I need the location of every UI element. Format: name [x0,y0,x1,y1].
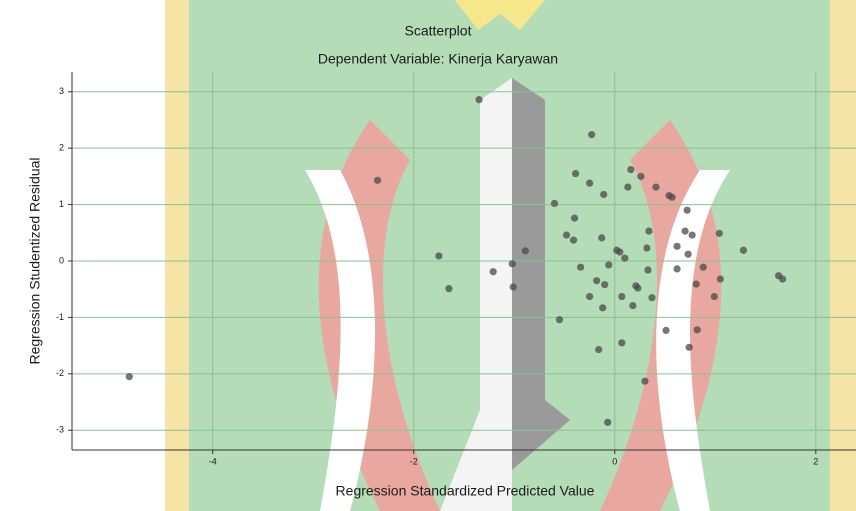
point [588,131,595,138]
point [689,231,696,238]
point [779,275,786,282]
y-tick-label: -2 [56,368,64,378]
point [643,244,650,251]
y-tick-label: 3 [59,86,64,96]
point [577,264,584,271]
watermark-stripe [165,0,189,511]
y-tick-label: 0 [59,255,64,265]
point [475,96,482,103]
point [616,248,623,255]
point [694,326,701,333]
point [445,285,452,292]
point [740,247,747,254]
point [598,234,605,241]
point [618,339,625,346]
point [586,293,593,300]
point [700,264,707,271]
point [648,294,655,301]
point [374,177,381,184]
point [652,183,659,190]
point [637,173,644,180]
point [618,293,625,300]
point [563,231,570,238]
point [571,215,578,222]
point [605,261,612,268]
point [595,346,602,353]
point [693,281,700,288]
point [604,419,611,426]
point [668,194,675,201]
point [509,260,516,267]
point [599,304,606,311]
point [629,302,636,309]
point [684,207,691,214]
y-tick-label: 1 [59,199,64,209]
point [586,180,593,187]
point [126,373,133,380]
x-axis-label: Regression Standardized Predicted Value [336,483,595,499]
point [685,251,692,258]
point [621,255,628,262]
point [682,227,689,234]
chart: Scatterplot Dependent Variable: Kinerja … [0,0,856,511]
point [641,378,648,385]
point [593,277,600,284]
chart-title: Scatterplot [405,23,472,39]
point [673,243,680,250]
point [711,293,718,300]
point [627,166,634,173]
x-tick-label: 2 [813,456,818,466]
point [686,344,693,351]
x-tick-label: -4 [209,456,217,466]
point [673,265,680,272]
chart-subtitle: Dependent Variable: Kinerja Karyawan [318,51,558,67]
point [522,247,529,254]
point [662,327,669,334]
point [510,283,517,290]
point [645,227,652,234]
point [717,275,724,282]
point [624,183,631,190]
watermark-stripe [830,0,856,511]
point [570,237,577,244]
point [600,191,607,198]
point [644,266,651,273]
point [490,268,497,275]
point [634,284,641,291]
point [716,230,723,237]
point [551,200,558,207]
y-tick-label: 2 [59,143,64,153]
point [556,316,563,323]
x-tick-label: 0 [612,456,617,466]
point [572,170,579,177]
y-tick-label: -3 [56,425,64,435]
x-tick-label: -2 [410,456,418,466]
y-axis-label: Regression Studentized Residual [27,157,43,364]
y-tick-label: -1 [56,312,64,322]
point [435,252,442,259]
point [601,281,608,288]
